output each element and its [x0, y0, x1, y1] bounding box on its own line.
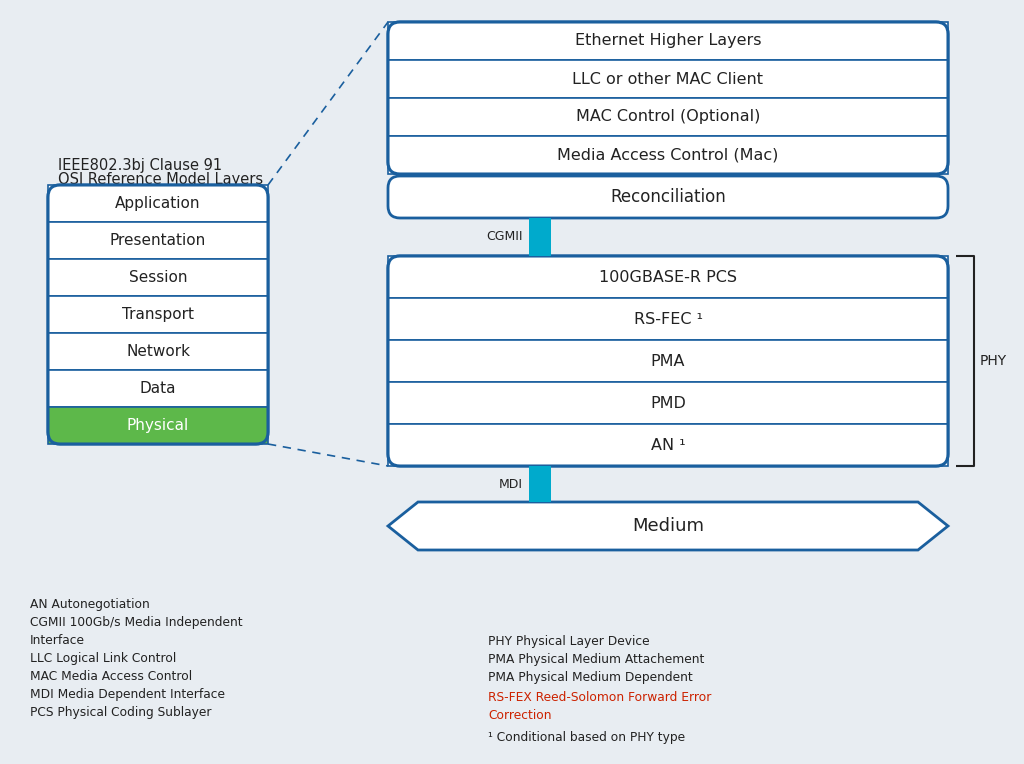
Text: PMA: PMA: [650, 354, 685, 368]
Bar: [48, 185, 268, 222]
Text: PHY Physical Layer Device: PHY Physical Layer Device: [488, 635, 649, 648]
Text: Media Access Control (Mac): Media Access Control (Mac): [557, 147, 778, 163]
Text: PMA Physical Medium Attachement: PMA Physical Medium Attachement: [488, 653, 705, 666]
Text: Interface: Interface: [30, 634, 85, 647]
Bar: [529, 218, 551, 256]
Text: MDI Media Dependent Interface: MDI Media Dependent Interface: [30, 688, 225, 701]
FancyBboxPatch shape: [388, 176, 948, 218]
Bar: [388, 382, 948, 424]
Bar: [48, 296, 268, 333]
Text: Presentation: Presentation: [110, 233, 206, 248]
FancyBboxPatch shape: [388, 22, 948, 174]
Text: PHY: PHY: [980, 354, 1008, 368]
Text: PMD: PMD: [650, 396, 686, 410]
Bar: [388, 340, 948, 382]
Text: Network: Network: [126, 344, 190, 359]
FancyBboxPatch shape: [388, 256, 948, 466]
Text: MDI: MDI: [499, 478, 523, 490]
Text: Reconciliation: Reconciliation: [610, 188, 726, 206]
Text: OSI Reference Model Layers: OSI Reference Model Layers: [58, 172, 263, 187]
Bar: [388, 98, 948, 136]
Bar: [388, 256, 948, 298]
Text: AN Autonegotiation: AN Autonegotiation: [30, 598, 150, 611]
Text: ¹ Conditional based on PHY type: ¹ Conditional based on PHY type: [488, 731, 685, 744]
Bar: [388, 298, 948, 340]
Text: 100GBASE-R PCS: 100GBASE-R PCS: [599, 270, 737, 284]
Bar: [48, 259, 268, 296]
Text: AN ¹: AN ¹: [650, 438, 685, 452]
Text: IEEE802.3bj Clause 91: IEEE802.3bj Clause 91: [58, 158, 222, 173]
Bar: [48, 222, 268, 259]
Text: Application: Application: [116, 196, 201, 211]
Text: RS-FEX Reed-Solomon Forward Error: RS-FEX Reed-Solomon Forward Error: [488, 691, 712, 704]
Text: LLC Logical Link Control: LLC Logical Link Control: [30, 652, 176, 665]
Text: Transport: Transport: [122, 307, 194, 322]
Text: Medium: Medium: [632, 517, 705, 535]
Bar: [388, 22, 948, 60]
Text: LLC or other MAC Client: LLC or other MAC Client: [572, 72, 764, 86]
Bar: [48, 407, 268, 444]
Text: Correction: Correction: [488, 709, 552, 722]
Text: MAC Media Access Control: MAC Media Access Control: [30, 670, 193, 683]
Text: PMA Physical Medium Dependent: PMA Physical Medium Dependent: [488, 671, 693, 684]
Text: Physical: Physical: [127, 418, 189, 433]
Bar: [529, 466, 551, 502]
Text: RS-FEC ¹: RS-FEC ¹: [634, 312, 702, 326]
FancyBboxPatch shape: [48, 185, 268, 444]
Text: Data: Data: [139, 381, 176, 396]
Text: Ethernet Higher Layers: Ethernet Higher Layers: [574, 34, 761, 48]
Bar: [48, 370, 268, 407]
Text: CGMII 100Gb/s Media Independent: CGMII 100Gb/s Media Independent: [30, 616, 243, 629]
Text: PCS Physical Coding Sublayer: PCS Physical Coding Sublayer: [30, 706, 212, 719]
Bar: [48, 333, 268, 370]
Text: CGMII: CGMII: [486, 231, 523, 244]
Bar: [388, 136, 948, 174]
Text: MAC Control (Optional): MAC Control (Optional): [575, 109, 760, 125]
Bar: [388, 60, 948, 98]
Bar: [388, 424, 948, 466]
Text: Session: Session: [129, 270, 187, 285]
Polygon shape: [388, 502, 948, 550]
